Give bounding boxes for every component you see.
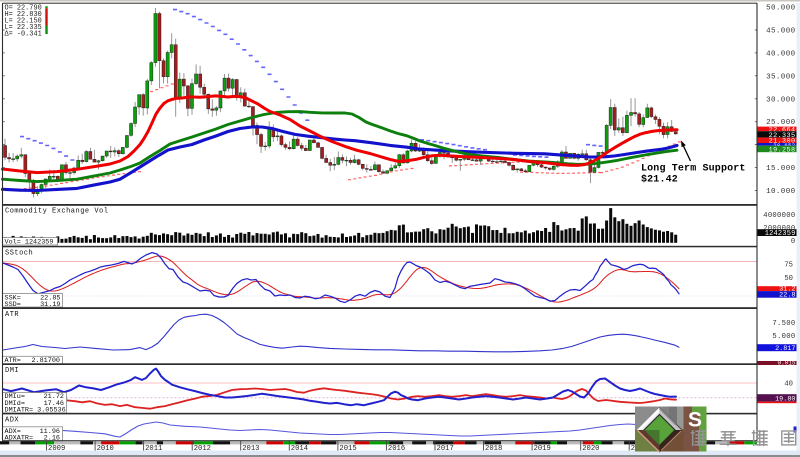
svg-text:2000000: 2000000 [763,225,795,233]
svg-text:ADX=: ADX= [5,428,21,436]
svg-text:2017: 2017 [437,445,454,453]
svg-text:21.300: 21.300 [769,138,796,146]
svg-text:2014: 2014 [291,445,308,453]
svg-text:Vol= 1242359: Vol= 1242359 [5,238,54,246]
svg-text:2016: 2016 [388,445,405,453]
svg-text:L= 22.150: L= 22.150 [5,18,42,26]
svg-text:22.85: 22.85 [40,294,60,302]
svg-text:2020: 2020 [582,445,599,453]
svg-text:O= 22.790: O= 22.790 [5,5,42,13]
svg-text:2019: 2019 [534,445,551,453]
svg-text:22.664: 22.664 [769,126,796,134]
svg-text:4000000: 4000000 [763,212,795,220]
svg-text:L= 22.335: L= 22.335 [5,24,42,32]
svg-text:40.000: 40.000 [766,50,796,58]
svg-text:ADXATR=: ADXATR= [5,434,34,442]
svg-text:ATR: ATR [5,311,19,319]
svg-text:75: 75 [784,261,793,269]
svg-text:17.46: 17.46 [44,400,64,408]
svg-text:2018: 2018 [485,445,502,453]
svg-text:50.000: 50.000 [766,5,796,13]
svg-text:19.258: 19.258 [769,146,796,154]
svg-text:DMIu=: DMIu= [5,393,25,401]
svg-text:ADX: ADX [5,417,19,425]
svg-text:21.72: 21.72 [44,393,64,401]
svg-text:2010: 2010 [97,445,114,453]
svg-text:7.500: 7.500 [772,320,795,328]
svg-text:45.000: 45.000 [766,28,796,36]
svg-text:31.2: 31.2 [779,286,795,294]
svg-text:5.000: 5.000 [772,333,795,341]
svg-text:DMIATR= 3.05536: DMIATR= 3.05536 [5,406,66,414]
svg-text:22.335: 22.335 [769,132,796,140]
svg-text:SSK=: SSK= [5,294,21,302]
svg-text:0: 0 [791,238,796,246]
svg-text:2011: 2011 [145,445,162,453]
svg-text:$21.42: $21.42 [641,174,678,186]
svg-text:20.652: 20.652 [773,142,795,149]
svg-text:DMI: DMI [5,367,19,375]
svg-text:DMId=: DMId= [5,400,25,408]
svg-text:50: 50 [784,275,793,283]
svg-text:22.8: 22.8 [779,292,795,300]
svg-text:Δ= -0.341: Δ= -0.341 [5,31,42,39]
svg-text:31.19: 31.19 [40,301,60,309]
svg-text:2.81700: 2.81700 [31,357,60,365]
svg-text:ATR=: ATR= [5,357,21,365]
svg-text:25.000: 25.000 [766,119,796,127]
svg-text:SSD=: SSD= [5,301,21,309]
svg-text:10.000: 10.000 [766,188,796,196]
svg-text:11.96: 11.96 [40,428,60,436]
svg-text:19.80: 19.80 [775,395,795,403]
svg-text:30.000: 30.000 [766,96,796,104]
svg-text:Long Term Support: Long Term Support [641,164,746,175]
svg-text:SStoch: SStoch [5,250,33,258]
svg-text:0.015: 0.015 [777,360,795,367]
svg-text:Commodity Exchange Vol: Commodity Exchange Vol [5,208,108,216]
svg-text:2013: 2013 [242,445,259,453]
svg-text:35.000: 35.000 [766,73,796,81]
svg-text:40: 40 [784,381,793,389]
svg-text:S: S [688,409,702,432]
svg-text:1242359: 1242359 [765,230,796,238]
svg-text:2012: 2012 [194,445,211,453]
svg-text:2015: 2015 [339,445,356,453]
svg-text:H= 22.830: H= 22.830 [5,11,42,19]
svg-text:15.000: 15.000 [766,165,796,173]
svg-text:2.817: 2.817 [775,345,795,353]
svg-text:2009: 2009 [48,445,65,453]
svg-text:2.16: 2.16 [44,434,60,442]
